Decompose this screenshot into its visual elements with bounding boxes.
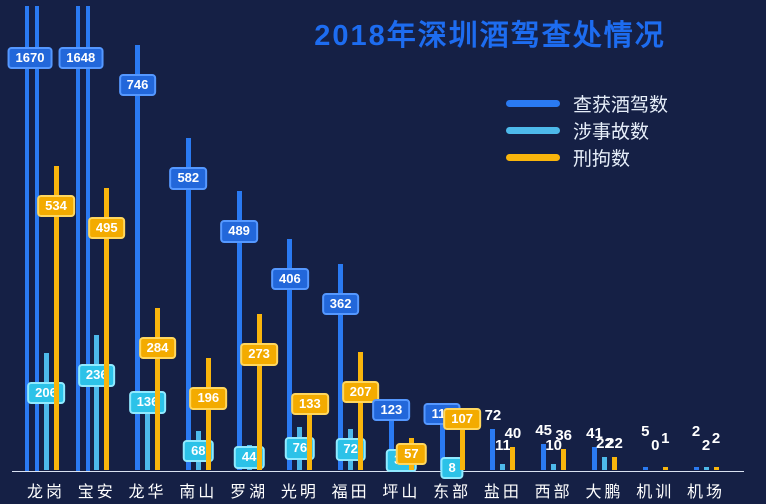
- value-label-查获酒驾数-福田: 362: [321, 292, 360, 315]
- legend-item-2[interactable]: 刑拘数: [506, 146, 668, 170]
- bar-查获酒驾数-罗湖[interactable]: [236, 191, 242, 470]
- value-label-刑拘数-福田: 207: [341, 381, 380, 404]
- bar-涉事故数-盐田[interactable]: [500, 463, 506, 470]
- value-label-涉事故数-机训: 0: [651, 437, 660, 454]
- x-axis-label-龙华: 龙华: [128, 484, 167, 501]
- value-label-查获酒驾数-盐田: 72: [484, 406, 502, 424]
- x-axis-label-东部: 东部: [433, 484, 472, 501]
- value-label-刑拘数-宝安: 495: [87, 216, 126, 240]
- value-label-刑拘数-机训: 1: [661, 430, 670, 447]
- legend-item-0[interactable]: 查获酒驾数: [506, 92, 669, 116]
- legend-swatch-icon: [506, 153, 560, 161]
- value-label-涉事故数-西部: 10: [545, 437, 563, 454]
- value-label-涉事故数-大鹏: 22: [596, 435, 613, 453]
- legend-swatch-icon: [506, 126, 560, 134]
- value-label-查获酒驾数-宝安: 1648: [58, 47, 104, 70]
- x-axis-label-机场: 机场: [686, 484, 725, 501]
- bar-查获酒驾数-福田[interactable]: [338, 263, 344, 470]
- x-axis-label-坪山: 坪山: [382, 484, 421, 501]
- value-label-查获酒驾数-机场: 2: [691, 423, 701, 440]
- value-label-查获酒驾数-光明: 406: [270, 267, 309, 290]
- bar-查获酒驾数-龙华[interactable]: [135, 44, 141, 470]
- value-label-刑拘数-龙华: 284: [138, 337, 177, 360]
- value-label-查获酒驾数-机训: 5: [641, 423, 650, 440]
- x-axis-line: [12, 471, 744, 472]
- x-axis-label-大鹏: 大鹏: [585, 484, 624, 501]
- x-axis-label-西部: 西部: [534, 484, 573, 501]
- bar-涉事故数-宝安[interactable]: [94, 335, 100, 470]
- value-label-查获酒驾数-西部: 45: [535, 422, 553, 440]
- bar-查获酒驾数-盐田[interactable]: [490, 428, 496, 470]
- bar-刑拘数-机场[interactable]: [713, 467, 719, 470]
- legend-label: 查获酒驾数: [573, 94, 669, 116]
- value-label-刑拘数-西部: 36: [555, 427, 573, 445]
- x-axis-label-光明: 光明: [280, 484, 319, 501]
- value-label-刑拘数-龙岗: 534: [37, 194, 75, 217]
- value-label-查获酒驾数-大鹏: 41: [586, 424, 603, 442]
- bar-查获酒驾数-东部[interactable]: [439, 403, 445, 470]
- value-label-涉事故数-龙华: 136: [128, 391, 167, 414]
- x-axis-label-南山: 南山: [179, 484, 218, 501]
- value-label-涉事故数-宝安: 236: [77, 364, 116, 387]
- bar-刑拘数-福田[interactable]: [358, 352, 364, 470]
- bar-查获酒驾数-宝安-2[interactable]: [85, 6, 90, 471]
- bar-查获酒驾数-坪山[interactable]: [388, 399, 394, 470]
- bar-查获酒驾数-宝安[interactable]: [75, 6, 80, 471]
- value-label-涉事故数-龙岗: 206: [27, 381, 65, 404]
- value-label-刑拘数-光明: 133: [290, 393, 329, 416]
- value-label-查获酒驾数-龙岗: 1670: [7, 47, 53, 70]
- x-axis-label-机训: 机训: [636, 484, 675, 501]
- bar-刑拘数-大鹏[interactable]: [611, 457, 617, 470]
- legend-label: 刑拘数: [573, 148, 631, 170]
- bar-查获酒驾数-龙岗[interactable]: [25, 6, 29, 471]
- legend-label: 涉事故数: [573, 121, 650, 143]
- bar-刑拘数-盐田[interactable]: [510, 447, 516, 470]
- value-label-查获酒驾数-龙华: 746: [118, 73, 157, 97]
- value-label-刑拘数-坪山: 57: [396, 442, 427, 465]
- bar-刑拘数-宝安[interactable]: [104, 187, 110, 470]
- bar-涉事故数-西部[interactable]: [551, 464, 557, 470]
- legend-item-1[interactable]: 涉事故数: [506, 119, 668, 143]
- bar-刑拘数-东部[interactable]: [459, 409, 465, 470]
- bar-查获酒驾数-机训[interactable]: [642, 467, 648, 470]
- value-label-刑拘数-东部: 107: [443, 408, 482, 431]
- x-axis-label-罗湖: 罗湖: [230, 484, 269, 501]
- bar-刑拘数-光明[interactable]: [307, 394, 313, 470]
- bar-刑拘数-南山[interactable]: [205, 358, 211, 470]
- value-label-刑拘数-盐田: 40: [504, 425, 522, 443]
- bar-刑拘数-机训[interactable]: [662, 467, 668, 470]
- value-label-涉事故数-机场: 2: [701, 437, 711, 454]
- bar-查获酒驾数-南山[interactable]: [185, 138, 191, 470]
- bar-查获酒驾数-机场[interactable]: [693, 467, 699, 470]
- value-label-查获酒驾数-罗湖: 489: [220, 220, 258, 243]
- bar-涉事故数-龙岗[interactable]: [43, 352, 49, 470]
- value-label-刑拘数-罗湖: 273: [240, 343, 278, 366]
- value-label-查获酒驾数-南山: 582: [169, 167, 208, 190]
- bar-查获酒驾数-光明[interactable]: [287, 238, 293, 470]
- bar-刑拘数-龙岗[interactable]: [53, 165, 59, 470]
- bar-刑拘数-罗湖[interactable]: [256, 314, 262, 470]
- chart-legend: 查获酒驾数涉事故数刑拘数: [506, 92, 669, 170]
- value-label-涉事故数-盐田: 11: [494, 437, 511, 454]
- bar-刑拘数-西部[interactable]: [561, 449, 567, 470]
- x-axis-label-龙岗: 龙岗: [26, 484, 65, 501]
- bar-刑拘数-龙华[interactable]: [155, 308, 161, 470]
- legend-swatch-icon: [506, 99, 560, 107]
- bar-查获酒驾数-龙岗-2[interactable]: [35, 6, 39, 471]
- bar-查获酒驾数-大鹏[interactable]: [591, 446, 597, 470]
- chart-title: 2018年深圳酒驾查处情况: [314, 20, 666, 52]
- value-label-查获酒驾数-坪山: 123: [372, 398, 411, 422]
- value-label-刑拘数-南山: 196: [189, 387, 228, 410]
- bar-涉事故数-大鹏[interactable]: [601, 457, 607, 470]
- bar-涉事故数-机场[interactable]: [703, 467, 709, 470]
- x-axis-label-盐田: 盐田: [483, 484, 522, 501]
- x-axis-label-宝安: 宝安: [77, 484, 116, 501]
- value-label-刑拘数-机场: 2: [711, 430, 721, 447]
- x-axis-label-福田: 福田: [331, 484, 370, 501]
- bar-查获酒驾数-西部[interactable]: [541, 444, 547, 470]
- bar-涉事故数-龙华[interactable]: [145, 392, 151, 470]
- value-label-刑拘数-大鹏: 22: [606, 435, 623, 453]
